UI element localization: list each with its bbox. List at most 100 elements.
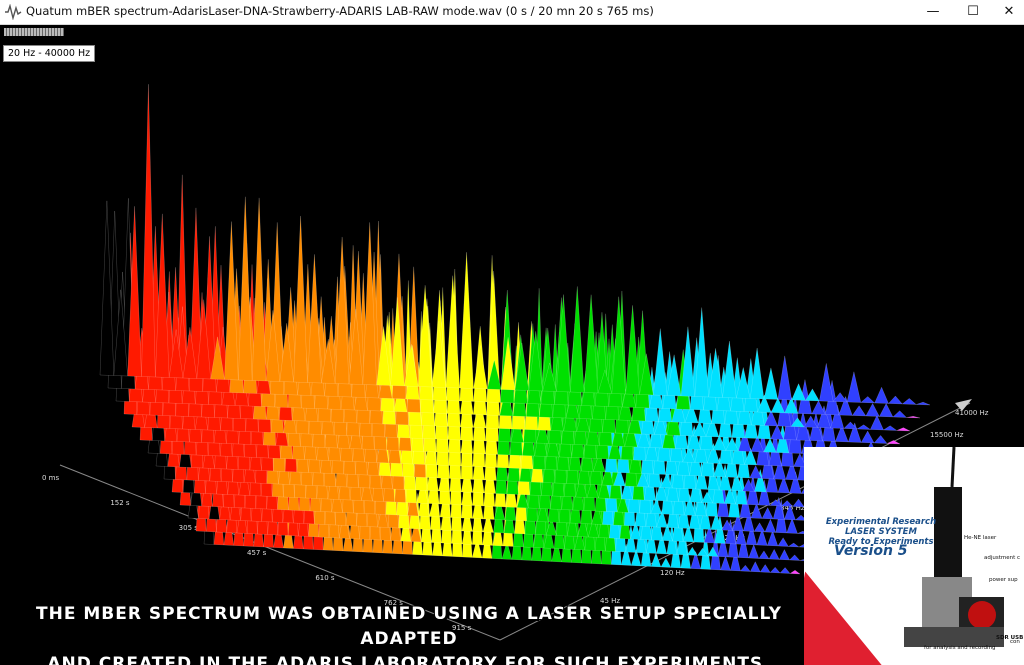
surface-facet	[570, 286, 585, 393]
surface-facet	[630, 520, 642, 540]
minimize-button[interactable]: —	[926, 4, 940, 19]
surface-facet	[155, 213, 170, 378]
surface-facet	[713, 456, 726, 478]
surface-facet	[656, 531, 667, 555]
surface-facet	[611, 296, 626, 395]
surface-facet	[473, 345, 488, 390]
time-tick-label: 305 s	[179, 524, 199, 532]
surface-facet	[732, 512, 744, 532]
surface-facet	[791, 383, 806, 401]
surface-facet	[575, 474, 588, 498]
surface-facet	[719, 417, 733, 465]
surface-facet	[739, 564, 751, 572]
surface-facet	[768, 548, 780, 560]
surface-facet	[712, 434, 727, 451]
surface-facet	[759, 564, 771, 573]
surface-facet	[141, 84, 156, 378]
surface-facet	[588, 516, 600, 538]
surface-facet	[873, 435, 888, 444]
surface-facet	[613, 467, 626, 487]
surface-facet	[686, 546, 698, 556]
surface-facet	[805, 388, 820, 402]
surface-facet	[879, 403, 894, 418]
spectrum-view[interactable]: 20 Hz - 40000 Hz 0 ms 152 s 305 s 457 s 610 …	[0, 25, 1024, 665]
surface-facet	[811, 400, 826, 415]
surface-facet	[769, 499, 782, 507]
surface-facet	[882, 425, 898, 431]
surface-facet	[832, 392, 848, 403]
time-tick-label: 457 s	[247, 549, 267, 557]
label-adjust: adjustment c	[984, 555, 1021, 561]
time-tick-label: 152 s	[110, 499, 130, 507]
surface-facet	[307, 254, 322, 384]
spectrum-surface[interactable]: 0 ms 152 s 305 s 457 s 610 s 762 s 915 s 45 Hz 1…	[0, 25, 1024, 665]
time-tick-label: 915 s	[452, 624, 472, 632]
surface-facet	[279, 323, 294, 383]
surface-facet	[777, 355, 792, 401]
surface-facet	[683, 493, 696, 516]
surface-facet	[182, 327, 198, 379]
surface-facet	[718, 464, 732, 491]
surface-facet	[592, 452, 606, 473]
surface-facet	[666, 354, 682, 397]
surface-facet	[769, 566, 781, 574]
surface-facet	[789, 569, 801, 575]
surface-facet	[660, 557, 672, 568]
surface-facet	[680, 326, 696, 397]
laser-system-inset: Experimental Research LASER SYSTEM Ready…	[804, 447, 1024, 665]
surface-facet	[730, 549, 741, 572]
surface-facet	[705, 416, 720, 438]
surface-facet	[404, 344, 419, 387]
surface-facet	[537, 499, 549, 523]
waveform-icon	[5, 4, 22, 20]
surface-row	[99, 84, 931, 406]
close-button[interactable]: ✕	[1003, 4, 1015, 19]
surface-facet	[785, 460, 799, 481]
maximize-button[interactable]: ☐	[967, 4, 979, 19]
surface-facet	[838, 395, 853, 416]
surface-facet	[660, 473, 673, 489]
surface-facet	[690, 550, 701, 570]
caption: The mBER spectrum was obtained using a l…	[14, 602, 804, 665]
version-label: Version 5	[834, 543, 908, 559]
surface-facet	[746, 523, 758, 546]
surface-facet	[757, 394, 772, 413]
freq-axis-arrow	[955, 399, 972, 411]
title-bar: Quatum mBER spectrum-AdarisLaser-DNA-Str…	[0, 0, 1024, 25]
surface-facet	[754, 468, 767, 493]
surface-facet	[417, 285, 433, 388]
surface-facet	[856, 424, 871, 430]
surface-facet	[445, 275, 460, 389]
surface-facet	[543, 524, 555, 549]
window-title: Quatum mBER spectrum-AdarisLaser-DNA-Str…	[26, 4, 654, 18]
surface-facet	[482, 511, 494, 533]
surface-facet	[750, 502, 763, 519]
surface-facet	[742, 478, 755, 492]
surface-facet	[639, 353, 654, 396]
surface-facet	[471, 537, 483, 559]
surface-facet	[597, 369, 613, 394]
surface-facet	[514, 342, 530, 391]
surface-facet	[789, 471, 802, 494]
surface-facet	[761, 507, 774, 520]
surface-facet	[750, 561, 761, 573]
label-cont: con	[1010, 639, 1020, 645]
surface-facet	[650, 498, 663, 515]
surface-facet	[835, 424, 849, 443]
surface-facet	[650, 552, 662, 568]
surface-facet	[860, 396, 876, 404]
surface-facet	[748, 544, 760, 559]
surface-facet	[682, 523, 694, 543]
frequency-range-button[interactable]: 20 Hz - 40000 Hz	[3, 45, 96, 62]
surface-facet	[749, 465, 763, 479]
surface-facet	[636, 470, 650, 488]
surface-facet	[516, 485, 529, 509]
label-analysis: for analysis and recording	[924, 645, 996, 651]
surface-facet	[293, 215, 308, 383]
surface-facet	[113, 289, 128, 377]
surface-facet	[750, 434, 764, 453]
surface-facet	[625, 305, 640, 395]
surface-facet	[717, 534, 729, 558]
surface-facet	[764, 518, 777, 533]
surface-facet	[334, 236, 350, 385]
